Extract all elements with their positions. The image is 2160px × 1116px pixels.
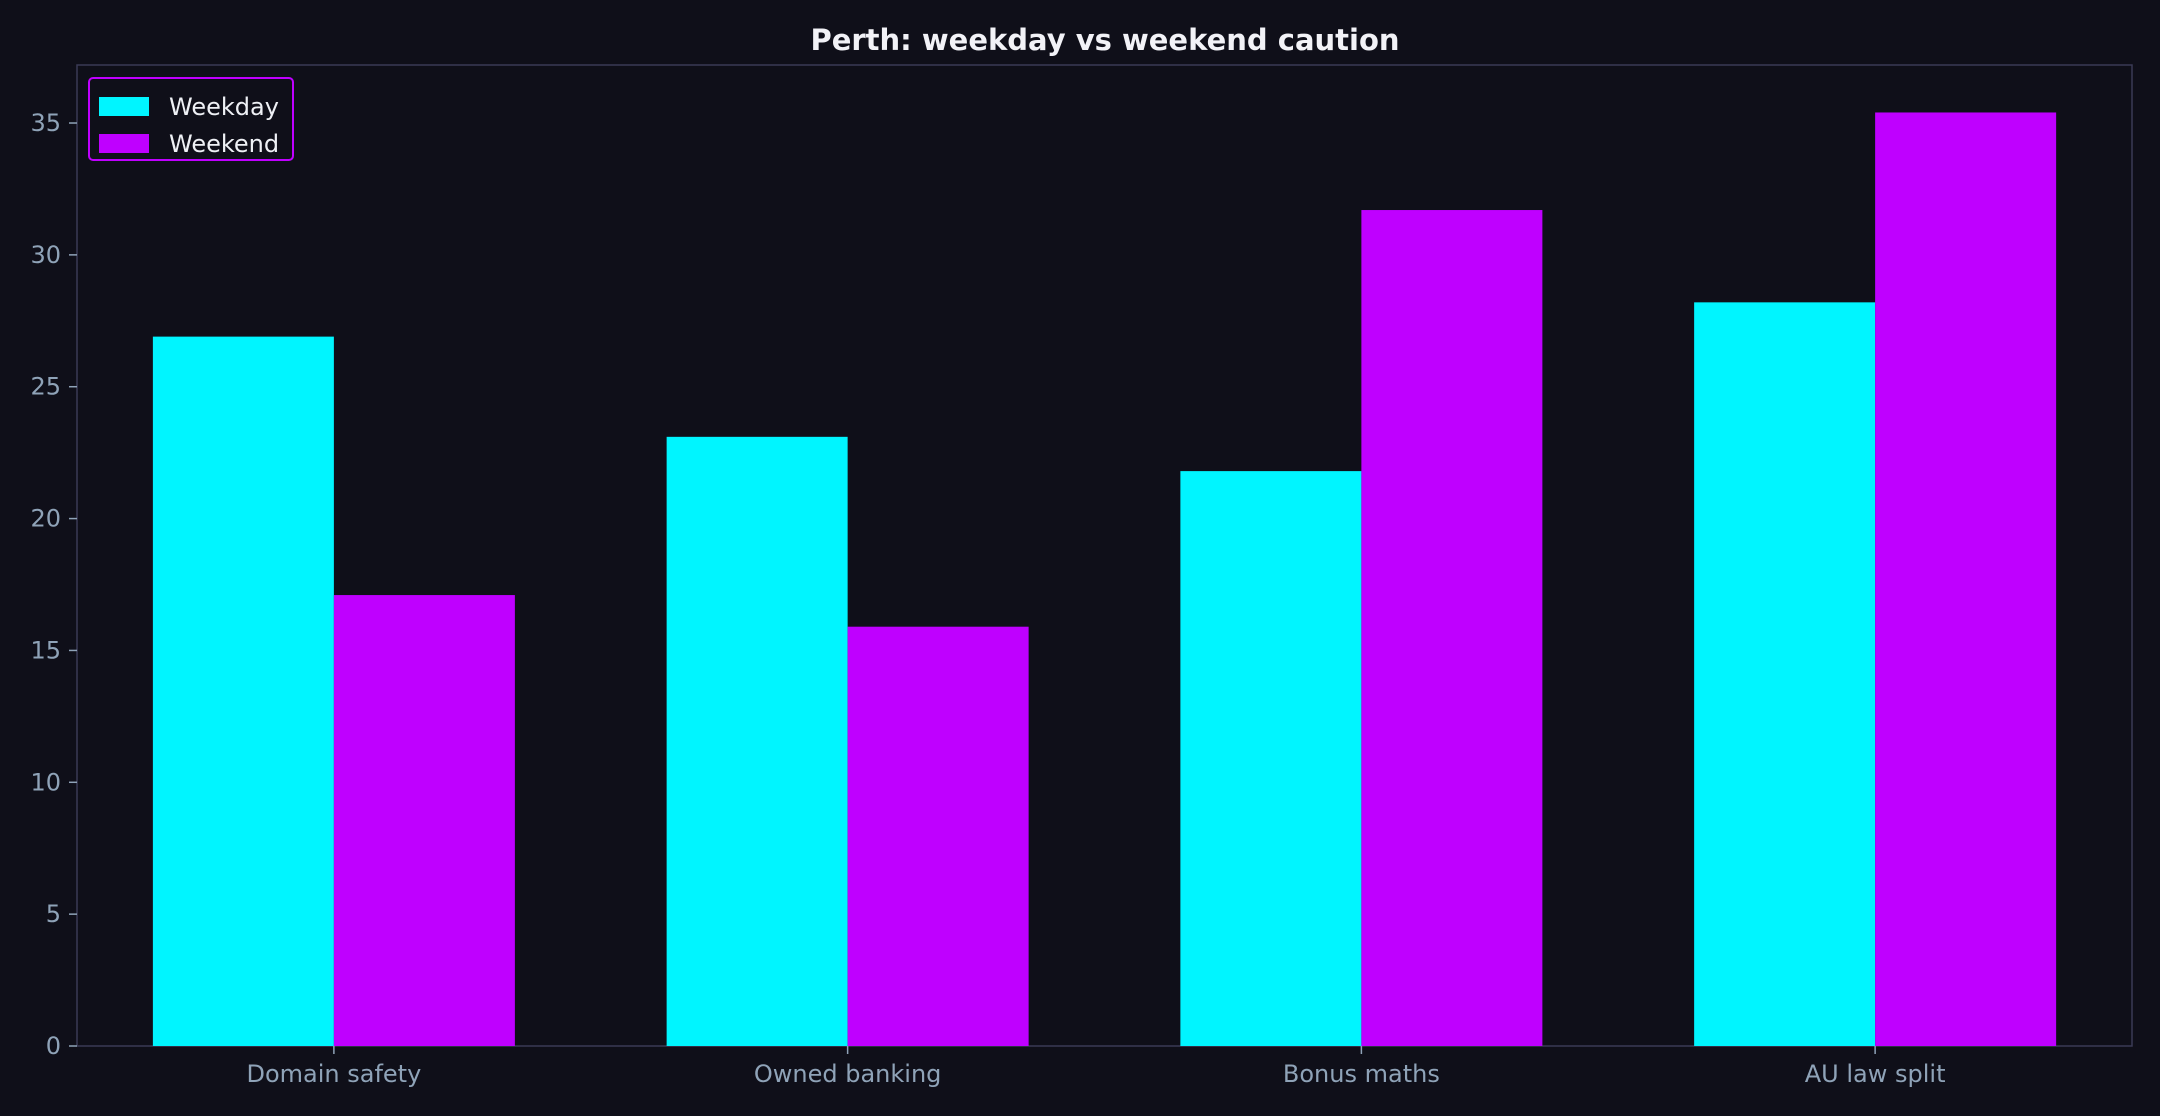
- legend-swatch-weekday: [99, 97, 149, 116]
- x-tick-label: AU law split: [1805, 1060, 1946, 1088]
- y-tick-label: 20: [30, 505, 61, 533]
- y-tick-label: 5: [46, 900, 61, 928]
- bar-weekday-3: [1694, 302, 1876, 1047]
- bar-weekend-0: [333, 595, 515, 1046]
- x-axis: Domain safety Owned banking Bonus maths AU …: [246, 1046, 1945, 1088]
- y-axis: 0 5 10 15 20 25 30 35: [30, 109, 77, 1060]
- y-tick-label: 0: [46, 1032, 61, 1060]
- y-tick-label: 25: [30, 373, 61, 401]
- chart-title: Perth: weekday vs weekend caution: [810, 23, 1399, 57]
- x-tick-label: Owned banking: [754, 1060, 942, 1088]
- y-tick-label: 30: [30, 241, 61, 269]
- legend-label-weekend: Weekend: [169, 130, 279, 158]
- y-tick-label: 15: [30, 636, 61, 664]
- bar-weekday-0: [152, 336, 334, 1046]
- bar-weekend-3: [1875, 112, 2057, 1047]
- x-tick-label: Bonus maths: [1283, 1060, 1440, 1088]
- bar-weekday-2: [1180, 471, 1362, 1046]
- bars-layer: [152, 112, 2057, 1047]
- legend-swatch-weekend: [99, 134, 149, 153]
- y-tick-label: 35: [30, 109, 61, 137]
- y-tick-label: 10: [30, 768, 61, 796]
- bar-weekday-1: [666, 436, 848, 1047]
- bar-weekend-2: [1361, 210, 1543, 1047]
- legend-label-weekday: Weekday: [169, 93, 279, 121]
- legend: Weekday Weekend: [88, 77, 294, 161]
- bar-weekend-1: [847, 626, 1029, 1046]
- plot-area-frame: [76, 64, 2133, 1047]
- x-tick-label: Domain safety: [246, 1060, 421, 1088]
